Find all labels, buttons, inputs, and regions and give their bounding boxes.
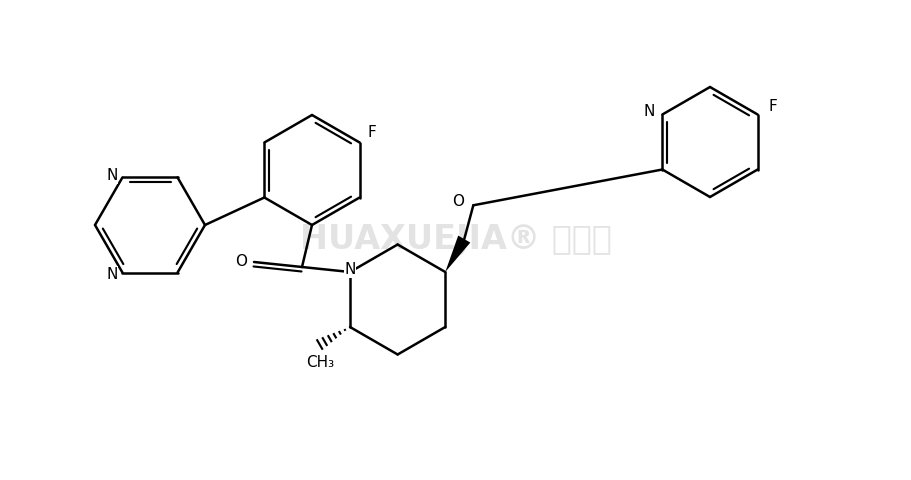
- Text: O: O: [452, 194, 464, 209]
- Text: N: N: [344, 263, 355, 277]
- Text: HUAXUEJIA® 化学加: HUAXUEJIA® 化学加: [300, 224, 611, 256]
- Text: CH₃: CH₃: [305, 355, 333, 370]
- Text: N: N: [106, 267, 118, 282]
- Text: F: F: [367, 125, 375, 140]
- Text: O: O: [235, 254, 247, 269]
- Polygon shape: [445, 236, 470, 272]
- Text: N: N: [106, 168, 118, 183]
- Text: N: N: [643, 104, 655, 119]
- Text: F: F: [767, 99, 776, 114]
